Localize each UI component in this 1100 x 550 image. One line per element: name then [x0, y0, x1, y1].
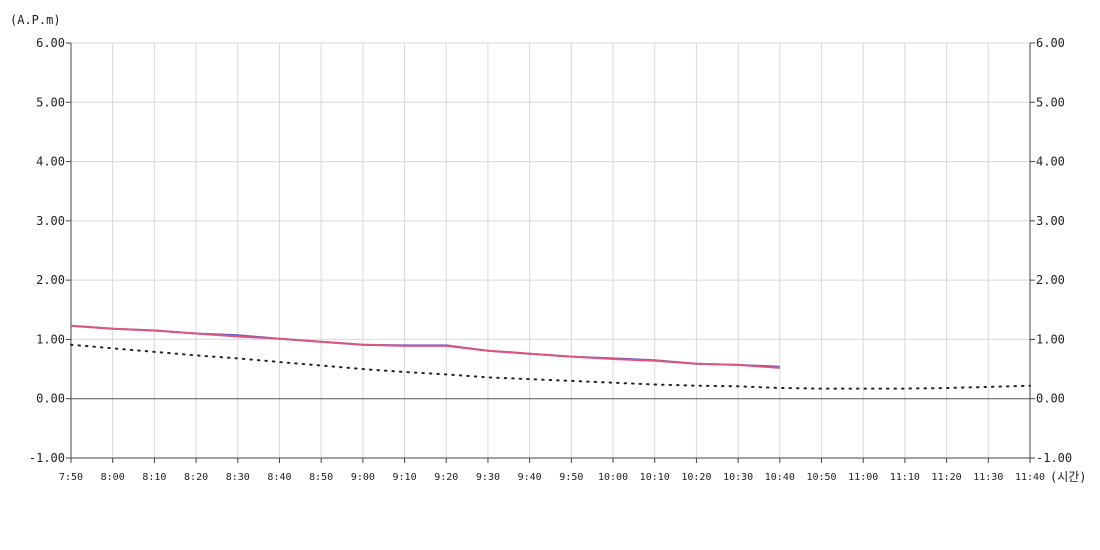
grid — [71, 42, 1030, 459]
x-tick-label: 9:10 — [393, 472, 417, 483]
data-point — [112, 328, 113, 329]
data-point — [571, 380, 572, 381]
data-point — [446, 374, 447, 375]
x-tick-label: 8:20 — [184, 472, 208, 483]
data-point — [154, 330, 155, 331]
tick-labels: -1.00 -1.00 0.00 0.00 1.00 1.00 2.00 2.00 3.00 3.… — [29, 36, 1072, 483]
data-point — [738, 364, 739, 365]
data-point — [904, 388, 905, 389]
data-point — [529, 353, 530, 354]
data-point — [321, 365, 322, 366]
y-tick-label-left: 6.00 — [36, 36, 65, 50]
x-tick-label: 11:40 — [1015, 472, 1045, 483]
y-tick-label-right: -1.00 — [1036, 451, 1072, 465]
x-unit-label: (시간) — [1050, 470, 1087, 484]
x-tick-label: 8:30 — [226, 472, 250, 483]
data-point — [321, 341, 322, 342]
y-tick-label-left: -1.00 — [29, 451, 65, 465]
data-point — [612, 382, 613, 383]
x-tick-label: 10:10 — [640, 472, 670, 483]
data-point — [404, 371, 405, 372]
data-point — [487, 350, 488, 351]
x-tick-label: 8:00 — [101, 472, 125, 483]
data-point — [946, 387, 947, 388]
y-tick-label-left: 3.00 — [36, 214, 65, 228]
data-point — [821, 388, 822, 389]
axes — [66, 42, 1035, 463]
data-point — [195, 333, 196, 334]
data-point — [779, 367, 780, 368]
data-point — [446, 345, 447, 346]
x-tick-label: 9:50 — [559, 472, 583, 483]
data-point — [154, 351, 155, 352]
data-point — [571, 356, 572, 357]
y-tick-label-right: 6.00 — [1036, 36, 1065, 50]
data-point — [529, 379, 530, 380]
x-tick-label: 9:20 — [434, 472, 458, 483]
y-tick-label-left: 1.00 — [36, 332, 65, 346]
data-point — [487, 377, 488, 378]
data-point — [696, 385, 697, 386]
y-tick-label-right: 2.00 — [1036, 273, 1065, 287]
data-point — [779, 387, 780, 388]
data-point — [70, 325, 71, 326]
y-unit-label: (A.P.m) — [10, 13, 61, 27]
data-point — [70, 344, 71, 345]
y-tick-label-left: 0.00 — [36, 392, 65, 406]
data-point — [1029, 385, 1030, 386]
y-tick-label-left: 2.00 — [36, 273, 65, 287]
y-tick-label-left: 4.00 — [36, 155, 65, 169]
data-point — [612, 358, 613, 359]
data-point — [279, 361, 280, 362]
x-tick-label: 10:00 — [598, 472, 628, 483]
data-point — [654, 384, 655, 385]
x-tick-label: 8:50 — [309, 472, 333, 483]
data-point — [362, 344, 363, 345]
data-point — [195, 355, 196, 356]
x-tick-label: 8:10 — [142, 472, 166, 483]
x-tick-label: 11:20 — [932, 472, 962, 483]
data-point — [279, 338, 280, 339]
data-point — [863, 388, 864, 389]
x-tick-label: 7:50 — [59, 472, 83, 483]
y-tick-label-right: 1.00 — [1036, 332, 1065, 346]
series-line-3 — [70, 343, 1031, 390]
x-tick-label: 10:50 — [806, 472, 836, 483]
y-tick-label-left: 5.00 — [36, 95, 65, 109]
data-point — [654, 360, 655, 361]
x-tick-label: 9:00 — [351, 472, 375, 483]
data-point — [988, 386, 989, 387]
data-point — [112, 348, 113, 349]
data-point — [404, 345, 405, 346]
x-tick-label: 10:20 — [681, 472, 711, 483]
x-tick-label: 10:40 — [765, 472, 795, 483]
x-tick-label: 10:30 — [723, 472, 753, 483]
data-point — [696, 363, 697, 364]
y-tick-label-right: 3.00 — [1036, 214, 1065, 228]
y-tick-label-right: 5.00 — [1036, 95, 1065, 109]
x-tick-label: 11:00 — [848, 472, 878, 483]
data-point — [237, 358, 238, 359]
x-tick-label: 11:10 — [890, 472, 920, 483]
data-point — [738, 386, 739, 387]
y-tick-label-right: 4.00 — [1036, 155, 1065, 169]
series-line-2 — [70, 324, 780, 369]
y-tick-label-right: 0.00 — [1036, 392, 1065, 406]
x-tick-label: 8:40 — [267, 472, 291, 483]
x-tick-label: 9:30 — [476, 472, 500, 483]
x-tick-label: 11:30 — [973, 472, 1003, 483]
data-point — [362, 368, 363, 369]
data-point — [237, 336, 238, 337]
x-tick-label: 9:40 — [518, 472, 542, 483]
series-group — [70, 324, 1031, 390]
